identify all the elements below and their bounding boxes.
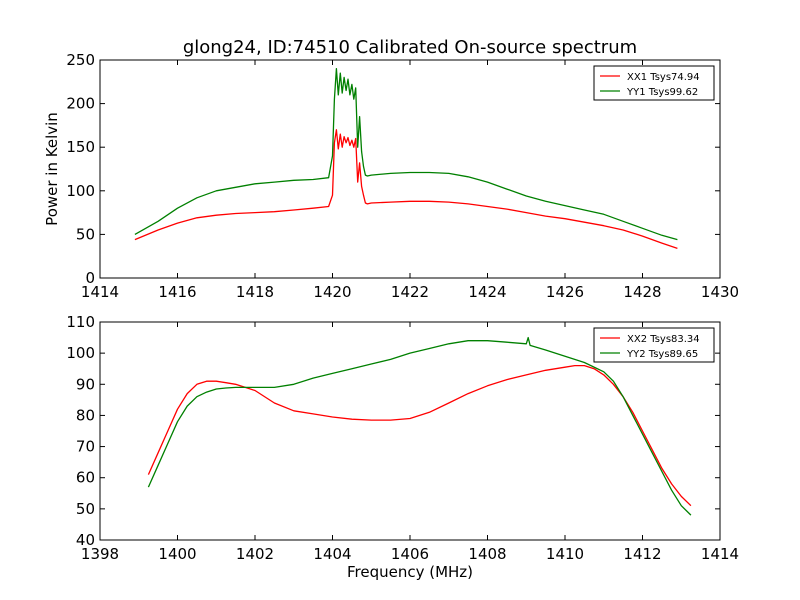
chart2-xtick-label: 1404 [313,545,351,563]
chart2-ytick-label: 70 [76,438,95,456]
chart2-ytick-label: 100 [66,344,95,362]
chart1-legend-box [593,65,715,101]
chart2-xtick-label: 1410 [546,545,584,563]
chart1-legend: XX1 Tsys74.94 YY1 Tsys99.62 [593,65,715,101]
chart2-ytick-label: 40 [76,531,95,549]
chart2-xtick-label: 1412 [623,545,661,563]
plot-bottom: 1398 1400 1402 1404 1406 1408 1410 1412 1414 40 50… [66,313,739,563]
chart2-ytick-label: 110 [66,313,95,331]
chart1-series-line-1 [134,129,678,250]
chart1-ytick-label: 100 [66,182,95,200]
chart1-ytick-label: 50 [76,225,95,243]
chart1-series-line-2 [134,68,678,241]
chart2-xtick-label: 1414 [701,545,739,563]
plot-top: 1414 1416 1418 1420 1422 1424 1426 1428 1430 0 50 1… [66,51,739,301]
chart2-ytick-label: 50 [76,500,95,518]
chart2-ytick-label: 60 [76,469,95,487]
chart1-ytick-label: 250 [66,51,95,69]
chart2-legend-label-1: XX2 Tsys83.34 [627,334,700,345]
chart1-xtick-label: 1420 [313,283,351,301]
chart1-xtick-label: 1426 [546,283,584,301]
chart2-series-line-2 [147,336,692,516]
chart2-legend-label-2: YY2 Tsys89.65 [626,349,698,360]
chart2-xtick-label: 1402 [236,545,274,563]
chart2-xlabel: Frequency (MHz) [347,563,473,581]
chart1-ytick-label: 150 [66,138,95,156]
chart2-ytick-label: 80 [76,406,95,424]
chart1-xtick-label: 1430 [701,283,739,301]
chart2-xtick-label: 1400 [158,545,196,563]
chart1-ytick-label: 200 [66,95,95,113]
chart2-legend: XX2 Tsys83.34 YY2 Tsys89.65 [593,327,715,363]
chart1-xtick-label: 1424 [468,283,506,301]
chart1-ytick-label: 0 [85,269,95,287]
chart1-xtick-label: 1428 [623,283,661,301]
chart1-xtick-label: 1416 [158,283,196,301]
chart1-title: glong24, ID:74510 Calibrated On-source s… [183,37,637,58]
chart2-xtick-label: 1406 [391,545,429,563]
chart1-xtick-label: 1414 [81,283,119,301]
chart2-legend-box [593,327,715,363]
chart1-ylabel: Power in Kelvin [43,112,61,226]
chart1-legend-label-2: YY1 Tsys99.62 [626,87,698,98]
chart1-xtick-label: 1418 [236,283,274,301]
chart2-xtick-label: 1398 [81,545,119,563]
chart1-legend-label-1: XX1 Tsys74.94 [627,72,700,83]
chart1-xtick-label: 1422 [391,283,429,301]
chart2-ytick-label: 90 [76,375,95,393]
chart2-xtick-label: 1408 [468,545,506,563]
